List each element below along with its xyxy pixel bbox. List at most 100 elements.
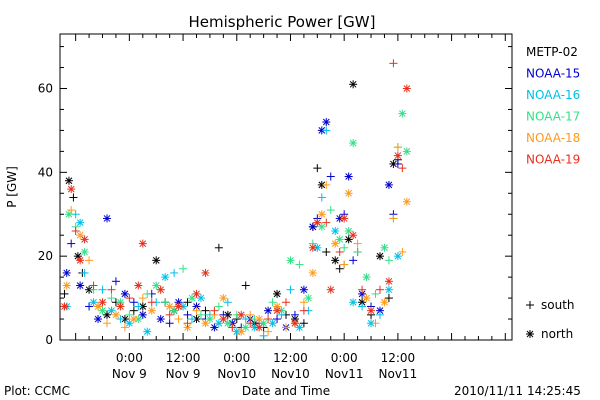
data-point bbox=[147, 306, 156, 315]
data-point bbox=[367, 306, 376, 315]
data-point bbox=[214, 243, 223, 252]
data-point bbox=[76, 256, 85, 265]
data-point bbox=[308, 243, 317, 252]
data-point bbox=[393, 143, 402, 152]
data-point bbox=[353, 247, 362, 256]
x-tick-label-time: 0:00 bbox=[223, 351, 250, 365]
x-tick-label-date: Nov10 bbox=[271, 367, 310, 381]
legend-entry: NOAA-15 bbox=[526, 67, 580, 81]
data-point bbox=[196, 310, 205, 319]
data-point bbox=[375, 285, 384, 294]
data-point bbox=[165, 310, 174, 319]
data-point bbox=[60, 289, 69, 298]
data-point bbox=[402, 84, 411, 93]
data-point bbox=[273, 306, 282, 315]
data-point bbox=[161, 298, 170, 307]
data-point bbox=[107, 294, 116, 303]
data-point bbox=[228, 323, 237, 332]
data-point bbox=[375, 310, 384, 319]
data-point bbox=[174, 302, 183, 311]
x-tick-label-date: Nov11 bbox=[325, 367, 364, 381]
data-points bbox=[60, 59, 411, 340]
data-point bbox=[201, 306, 210, 315]
data-point bbox=[389, 159, 398, 168]
x-tick-label-time: 0:00 bbox=[116, 351, 143, 365]
data-point bbox=[143, 289, 152, 298]
x-tick-label-date: Nov 9 bbox=[166, 367, 201, 381]
data-point bbox=[371, 319, 380, 328]
marker-legend-symbol bbox=[526, 330, 534, 338]
y-tick-label: 0 bbox=[45, 333, 53, 347]
data-point bbox=[60, 302, 69, 311]
data-point bbox=[349, 298, 358, 307]
data-point bbox=[282, 323, 290, 332]
data-point bbox=[67, 239, 76, 248]
data-point bbox=[76, 281, 85, 290]
data-point bbox=[183, 310, 192, 319]
data-point bbox=[201, 268, 210, 277]
data-point bbox=[71, 210, 80, 219]
data-point bbox=[129, 298, 138, 307]
data-point bbox=[299, 306, 308, 315]
data-point bbox=[286, 285, 295, 294]
legend-entry: NOAA-19 bbox=[526, 153, 580, 167]
data-point bbox=[264, 327, 273, 336]
data-point bbox=[349, 256, 358, 265]
data-point bbox=[344, 172, 353, 181]
x-tick-label-time: 12:00 bbox=[273, 351, 308, 365]
data-point bbox=[384, 294, 393, 303]
marker-legend-label: north bbox=[541, 327, 573, 341]
data-point bbox=[290, 319, 299, 328]
data-point bbox=[102, 319, 111, 328]
data-point bbox=[183, 298, 192, 307]
data-point bbox=[304, 294, 313, 303]
data-point bbox=[326, 172, 335, 181]
data-point bbox=[264, 306, 273, 315]
data-point bbox=[273, 315, 282, 324]
data-point bbox=[380, 243, 389, 252]
data-point bbox=[326, 285, 335, 294]
plot-timestamp: 2010/11/11 14:25:45 bbox=[454, 384, 581, 398]
data-point bbox=[259, 331, 268, 340]
marker-legend-symbol bbox=[526, 301, 534, 309]
data-point bbox=[179, 264, 188, 273]
data-point bbox=[80, 268, 89, 277]
data-point bbox=[246, 310, 255, 319]
data-point bbox=[384, 256, 393, 265]
data-point bbox=[62, 281, 71, 290]
data-point bbox=[116, 315, 125, 324]
data-point bbox=[192, 306, 201, 315]
marker-legend-label: south bbox=[541, 298, 575, 312]
legend: METP-02 NOAA-15 NOAA-16 NOAA-17 NOAA-18 NOAA-… bbox=[526, 45, 580, 167]
data-point bbox=[69, 193, 78, 202]
data-point bbox=[384, 180, 393, 189]
data-point bbox=[201, 319, 210, 328]
data-point bbox=[125, 294, 134, 303]
legend-entry: NOAA-17 bbox=[526, 110, 580, 124]
data-point bbox=[237, 327, 246, 336]
data-point bbox=[353, 239, 362, 248]
data-point bbox=[67, 206, 76, 215]
data-point bbox=[170, 268, 179, 277]
data-point bbox=[299, 319, 308, 328]
data-point bbox=[134, 281, 143, 290]
data-point bbox=[138, 239, 147, 248]
data-point bbox=[402, 197, 411, 206]
data-point bbox=[205, 315, 214, 324]
data-point bbox=[268, 298, 277, 307]
data-point bbox=[80, 247, 89, 256]
data-point bbox=[125, 310, 134, 319]
data-point bbox=[358, 302, 367, 311]
y-tick-label: 40 bbox=[38, 165, 53, 179]
data-point bbox=[223, 298, 232, 307]
data-point bbox=[393, 151, 402, 160]
y-tick-label: 60 bbox=[38, 81, 53, 95]
data-point bbox=[295, 260, 304, 269]
data-point bbox=[210, 306, 219, 315]
data-point bbox=[219, 315, 228, 324]
data-point bbox=[308, 268, 317, 277]
data-point bbox=[393, 159, 402, 168]
data-point bbox=[76, 218, 85, 227]
data-point bbox=[398, 247, 407, 256]
